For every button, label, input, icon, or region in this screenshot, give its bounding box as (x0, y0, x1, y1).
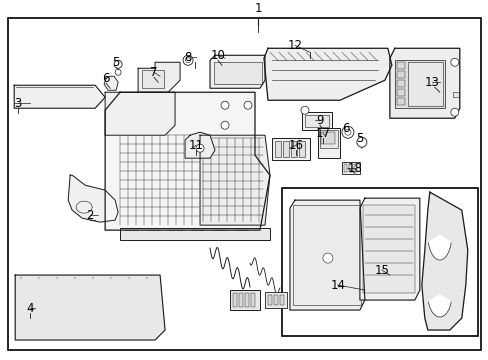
Bar (396, 89, 404, 96)
Bar (319, 130, 337, 148)
Bar (244, 293, 248, 307)
Circle shape (344, 129, 350, 135)
Bar (250, 293, 254, 307)
Circle shape (341, 126, 353, 138)
Bar (301, 112, 331, 130)
Text: 12: 12 (287, 39, 302, 52)
Bar (452, 92, 458, 97)
Bar (239, 293, 243, 307)
Text: 16: 16 (288, 139, 303, 152)
Text: 18: 18 (347, 162, 362, 175)
Bar (274, 141, 281, 157)
Bar (292, 205, 360, 305)
Bar (280, 295, 284, 305)
Text: 3: 3 (15, 97, 22, 110)
Bar (305, 115, 328, 127)
Polygon shape (200, 135, 269, 225)
Circle shape (300, 106, 308, 114)
Circle shape (196, 144, 203, 152)
Polygon shape (138, 62, 180, 92)
Circle shape (322, 253, 332, 263)
Polygon shape (68, 175, 118, 222)
Text: 8: 8 (184, 51, 191, 64)
Text: 5: 5 (112, 56, 120, 69)
Polygon shape (289, 200, 364, 310)
Text: 6: 6 (102, 72, 110, 85)
Text: 13: 13 (424, 76, 438, 89)
Bar (142, 70, 164, 88)
Polygon shape (427, 235, 450, 260)
Text: 5: 5 (355, 132, 363, 145)
Bar (290, 141, 296, 157)
Circle shape (221, 121, 228, 129)
Bar (120, 228, 269, 240)
Bar (343, 164, 346, 172)
Bar (283, 141, 288, 157)
Polygon shape (14, 85, 105, 108)
Circle shape (450, 108, 458, 116)
Bar (396, 62, 404, 69)
Text: 2: 2 (86, 209, 94, 222)
Polygon shape (15, 275, 165, 340)
Circle shape (114, 60, 122, 68)
Bar (267, 295, 271, 305)
Bar (320, 132, 334, 144)
Circle shape (244, 101, 251, 109)
Bar (341, 162, 359, 174)
Bar (298, 141, 305, 157)
Bar (273, 295, 277, 305)
Text: 6: 6 (342, 122, 349, 135)
Circle shape (450, 58, 458, 66)
Bar (282, 188, 477, 336)
Polygon shape (389, 48, 459, 118)
Polygon shape (427, 295, 450, 317)
Polygon shape (105, 92, 269, 230)
Bar (229, 290, 260, 310)
Bar (233, 293, 237, 307)
Polygon shape (76, 201, 92, 213)
Polygon shape (421, 192, 467, 330)
Text: 10: 10 (210, 49, 225, 62)
Text: 4: 4 (26, 302, 34, 315)
Circle shape (183, 55, 193, 65)
Bar (396, 80, 404, 87)
Polygon shape (359, 198, 419, 300)
Bar (394, 60, 444, 108)
Text: 17: 17 (315, 127, 330, 140)
Circle shape (356, 137, 366, 147)
Text: 11: 11 (188, 139, 203, 152)
Text: 15: 15 (374, 264, 388, 276)
Text: 9: 9 (316, 114, 323, 127)
Polygon shape (104, 76, 118, 90)
Bar (396, 98, 404, 105)
Circle shape (221, 101, 228, 109)
Polygon shape (264, 48, 391, 100)
Polygon shape (210, 55, 264, 88)
Bar (317, 128, 339, 158)
Bar (396, 71, 404, 78)
Bar (271, 138, 309, 160)
Polygon shape (105, 92, 175, 135)
Bar (214, 62, 262, 84)
Text: 1: 1 (254, 2, 261, 15)
Circle shape (115, 69, 121, 75)
Circle shape (185, 58, 190, 63)
Bar (353, 164, 356, 172)
Text: 14: 14 (330, 279, 345, 292)
Text: 7: 7 (150, 66, 158, 79)
Bar (264, 292, 286, 308)
Bar (348, 164, 351, 172)
Polygon shape (184, 132, 215, 158)
Bar (362, 205, 414, 293)
Bar (407, 62, 442, 106)
